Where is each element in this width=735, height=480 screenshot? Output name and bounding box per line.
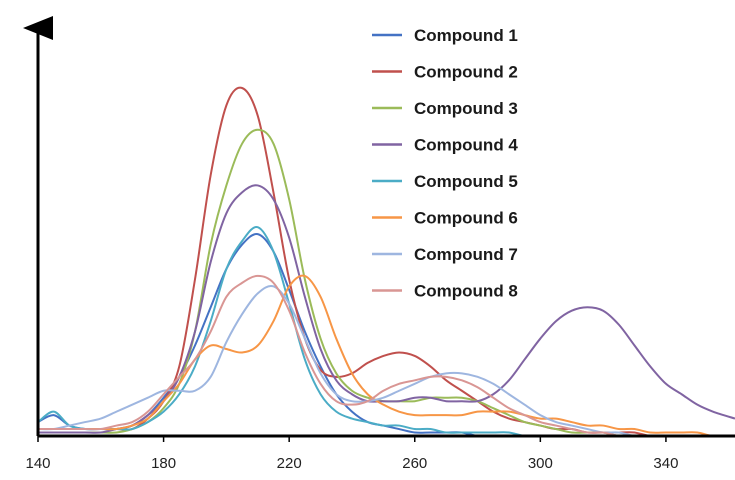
series-line-compound-8 [38, 274, 735, 438]
legend-label: Compound 4 [414, 136, 518, 155]
x-tick-label: 260 [402, 455, 427, 472]
series-line-compound-2 [38, 86, 735, 438]
x-axis-ticks: 140 180 220 260 300 340 [25, 436, 678, 472]
x-tick-label: 140 [25, 455, 50, 472]
series-line-compound-3 [38, 128, 735, 438]
series-layer [37, 86, 735, 438]
series-line-compound-4 [38, 184, 735, 434]
legend-label: Compound 5 [414, 172, 518, 191]
legend-label: Compound 2 [414, 63, 518, 82]
series-line-compound-7 [37, 284, 735, 438]
legend-label: Compound 7 [414, 245, 518, 264]
legend-label: Compound 3 [414, 99, 518, 118]
x-tick-label: 180 [151, 455, 176, 472]
x-tick-label: 340 [653, 455, 678, 472]
x-tick-label: 300 [528, 455, 553, 472]
legend-label: Compound 1 [414, 26, 518, 45]
legend-label: Compound 8 [414, 282, 518, 301]
series-line-compound-5 [37, 226, 735, 438]
x-tick-label: 220 [277, 455, 302, 472]
legend: Compound 1 Compound 2 Compound 3 Compound 4… [372, 26, 518, 301]
legend-label: Compound 6 [414, 209, 518, 228]
series-line-compound-6 [38, 274, 735, 438]
